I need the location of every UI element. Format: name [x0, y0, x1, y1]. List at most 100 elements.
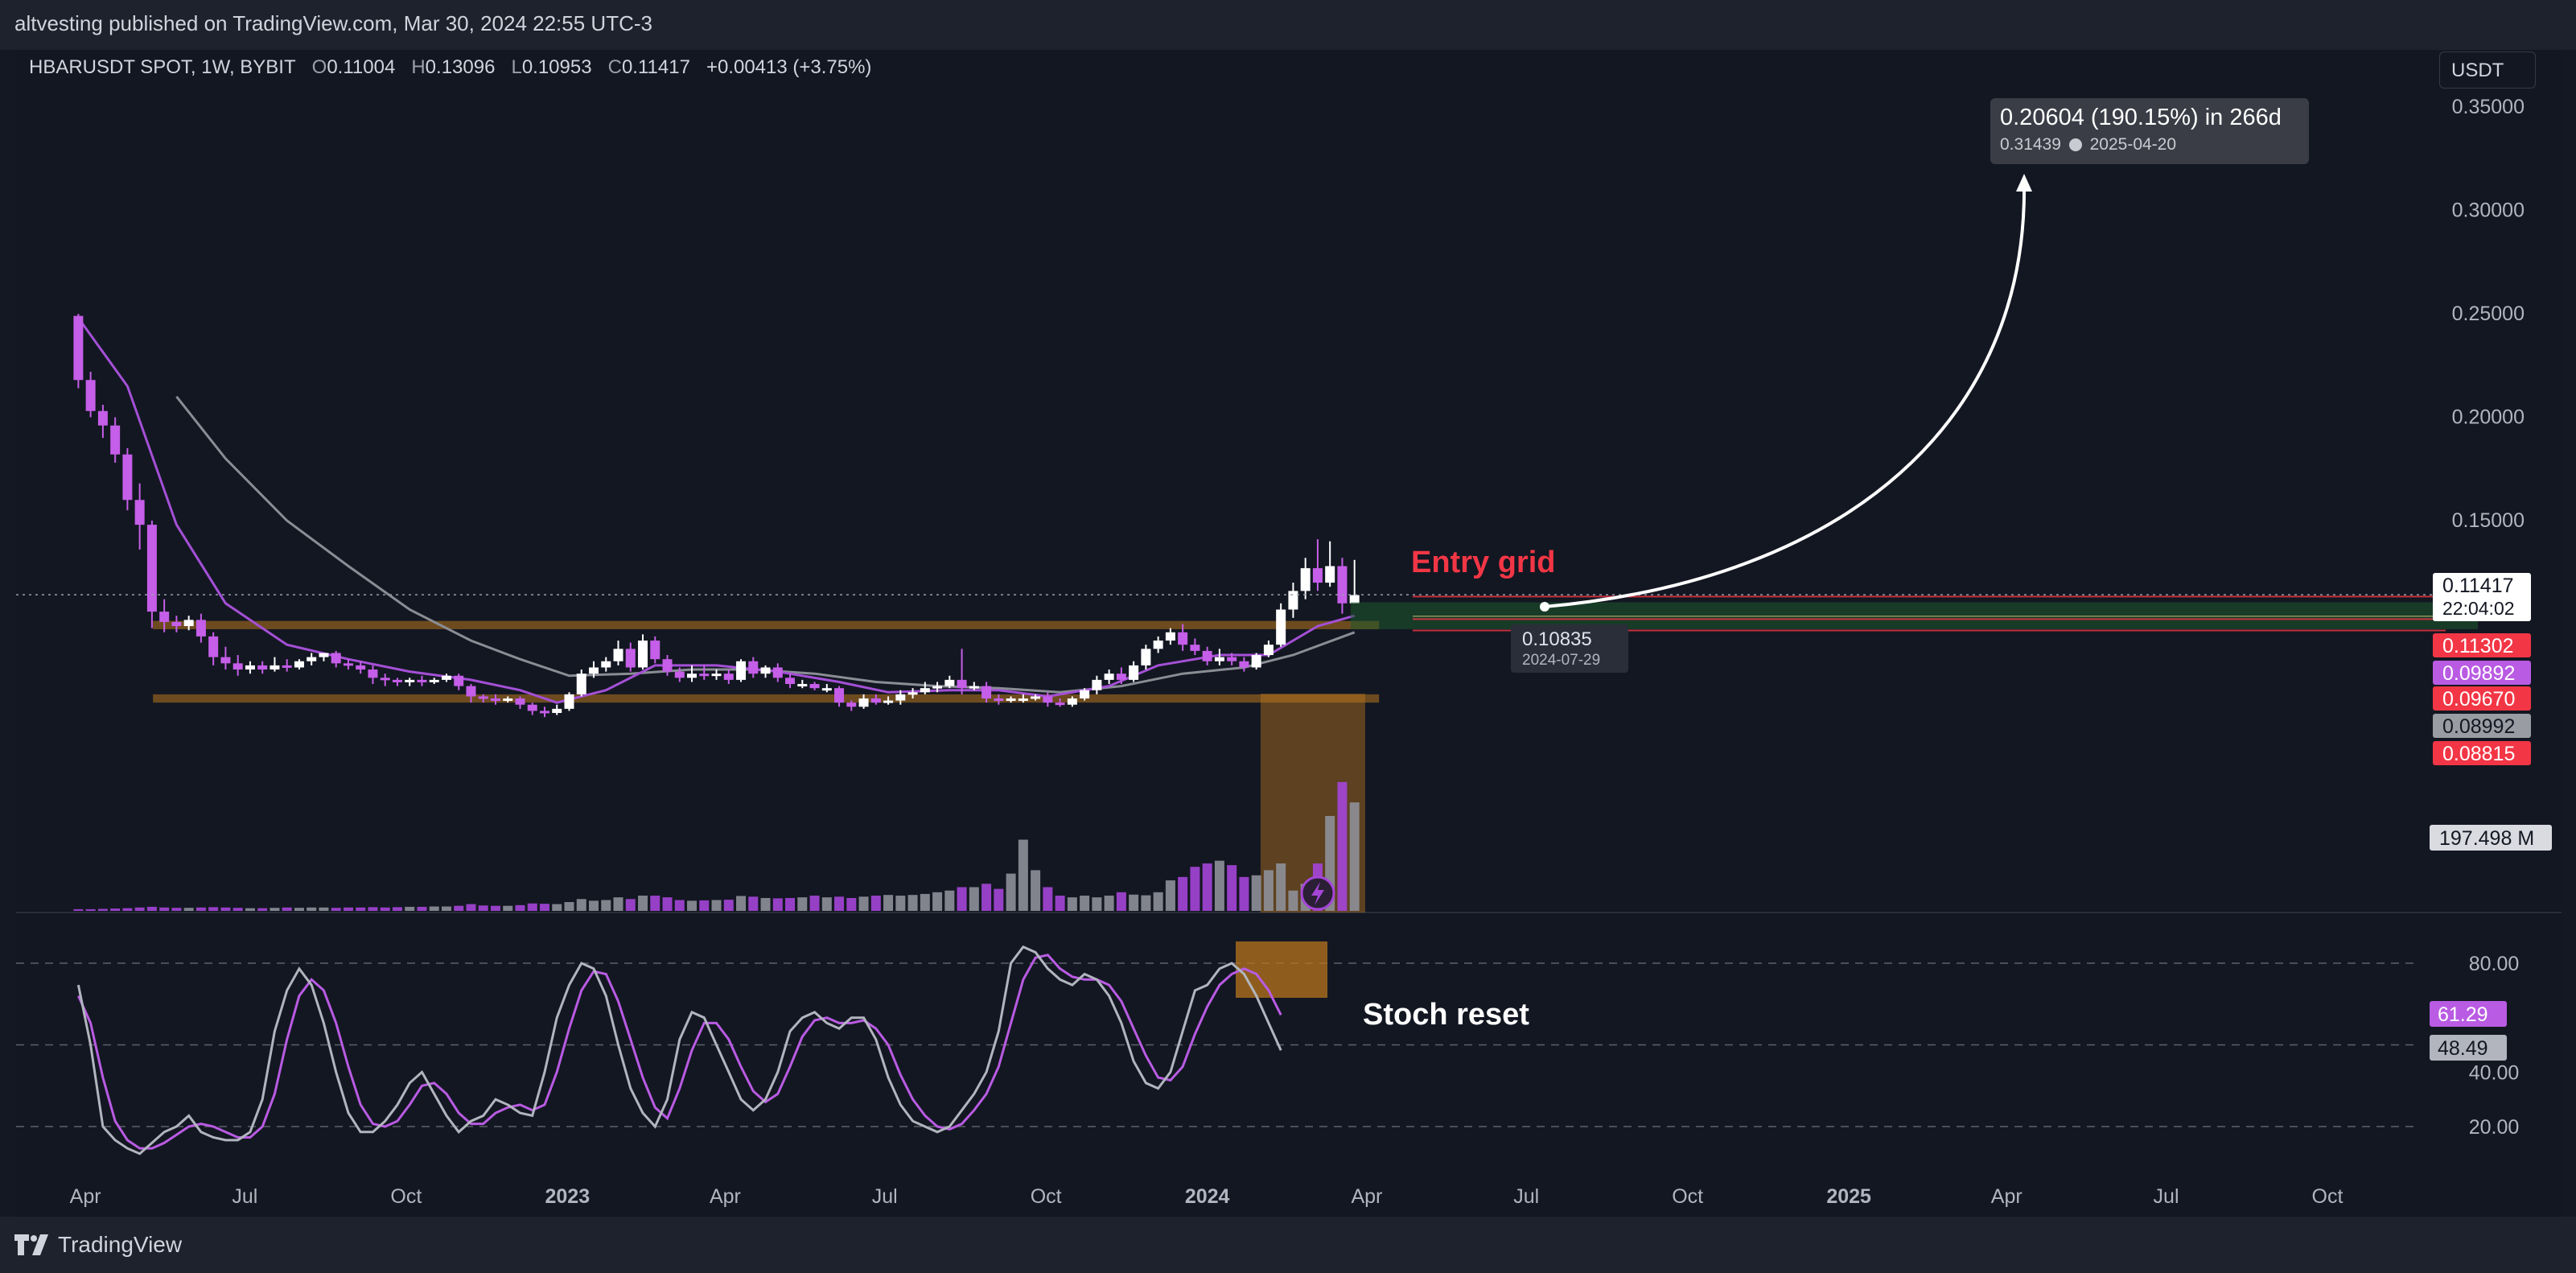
lightning-bolt-glyph	[1311, 882, 1324, 905]
candle-body	[1031, 696, 1041, 699]
candle-body	[1067, 698, 1077, 705]
candle-body	[662, 659, 673, 672]
candle-body	[981, 686, 992, 699]
moving-averages	[77, 317, 1356, 704]
volume-bar	[208, 907, 219, 911]
candle-body	[1141, 649, 1151, 665]
candle-body	[1349, 595, 1360, 604]
candle-body	[969, 686, 979, 689]
price-label-bg	[2433, 741, 2531, 765]
candle-body	[380, 678, 390, 681]
candle-body	[883, 700, 894, 703]
candle-body	[343, 663, 353, 666]
candle-body	[552, 708, 562, 714]
time-tick-label: Jul	[872, 1185, 898, 1208]
candle-body	[772, 667, 783, 678]
volume-bar	[454, 905, 464, 911]
volume-bar	[110, 908, 121, 911]
volume-bar	[1288, 890, 1298, 911]
volume-bar	[441, 906, 451, 911]
volume-bar	[405, 906, 415, 911]
volume-bar	[1055, 896, 1065, 911]
stoch-tick-label: 40.00	[2469, 1061, 2520, 1084]
candle-body	[1006, 698, 1016, 702]
candle-body	[503, 698, 513, 702]
currency-unit-button[interactable]: USDT	[2439, 51, 2536, 89]
volume-bar	[171, 908, 182, 911]
candle-body	[1153, 641, 1163, 649]
candle-body	[1337, 566, 1348, 604]
volume-bar	[270, 908, 280, 911]
candle-body	[110, 425, 121, 455]
time-tick-label: Apr	[1351, 1185, 1382, 1208]
candle-body	[994, 698, 1004, 702]
volume-bar	[282, 907, 292, 911]
volume-bar	[932, 892, 943, 911]
candle-body	[907, 692, 918, 695]
volume-bar	[85, 908, 96, 911]
chart-frame	[16, 50, 2562, 1217]
price-tick-label: 0.30000	[2452, 200, 2525, 222]
time-tick-label: 2024	[1185, 1185, 1230, 1208]
volume-bar	[625, 899, 636, 911]
volume-bar	[1067, 897, 1077, 911]
entry-point-tag: 0.10835 2024-07-29	[1511, 624, 1628, 673]
time-tick-label: Apr	[70, 1185, 101, 1208]
tradingview-logo[interactable]: TradingView	[14, 1231, 182, 1259]
volume-bar	[429, 906, 439, 911]
candle-body	[454, 675, 464, 686]
candle-body	[760, 667, 771, 674]
volume-bar	[1337, 781, 1348, 911]
candle-body	[478, 696, 488, 699]
volume-bar	[687, 900, 697, 911]
candle-body	[1263, 645, 1274, 656]
volume-bar	[1227, 865, 1237, 911]
volume-bar	[785, 897, 796, 911]
volume-bar	[858, 896, 869, 911]
volume-bar	[490, 905, 500, 911]
ma-slow-line	[175, 395, 1356, 694]
price-label-value: 0.08992	[2442, 715, 2515, 738]
candle-body	[1214, 657, 1224, 661]
candle-body	[1202, 650, 1212, 661]
volume-bar	[466, 904, 476, 911]
candle-body	[294, 661, 304, 668]
volume-bar	[1263, 870, 1274, 911]
candle-body	[441, 675, 451, 680]
volume-bar	[760, 897, 771, 911]
volume-bar	[503, 905, 513, 911]
volume-bar	[417, 906, 427, 911]
volume-bar	[981, 884, 992, 911]
price-tick-label: 0.35000	[2452, 96, 2525, 118]
volume-bars	[73, 781, 1360, 911]
candle-body	[1043, 696, 1053, 703]
price-tick-label: 0.20000	[2452, 406, 2525, 429]
volume-bar	[331, 908, 341, 911]
volume-bar	[232, 908, 243, 911]
candle-body	[1018, 698, 1028, 702]
volume-bar	[343, 907, 353, 911]
publisher-line: altvesting published on TradingView.com,…	[14, 11, 652, 35]
measure-change: 0.20604 (190.15%) in 266d	[2000, 105, 2282, 130]
price-label-value: 0.09892	[2442, 662, 2515, 685]
volume-bar	[220, 907, 231, 911]
price-range-measure[interactable]: 0.20604 (190.15%) in 266d 0.31439 2025-0…	[1990, 98, 2309, 164]
volume-bar	[1129, 894, 1139, 911]
volume-bar	[539, 904, 549, 911]
stoch-tick-label: 80.00	[2469, 953, 2520, 975]
volume-bar	[895, 896, 906, 911]
volume-bar	[1031, 870, 1041, 911]
time-tick-label: Oct	[390, 1185, 422, 1208]
candle-body	[748, 661, 759, 674]
candle-body	[1178, 632, 1188, 645]
candle-body	[1104, 674, 1114, 680]
tradingview-brand: TradingView	[58, 1232, 183, 1257]
volume-bar	[1239, 876, 1249, 911]
candle-body	[122, 454, 133, 501]
symbol-info: HBARUSDT SPOT, 1W, BYBIT	[29, 56, 296, 78]
candle-body	[307, 657, 317, 661]
projection-start-point	[1540, 602, 1549, 612]
volume-bar	[809, 896, 820, 911]
time-tick-label: Apr	[1991, 1185, 2023, 1208]
